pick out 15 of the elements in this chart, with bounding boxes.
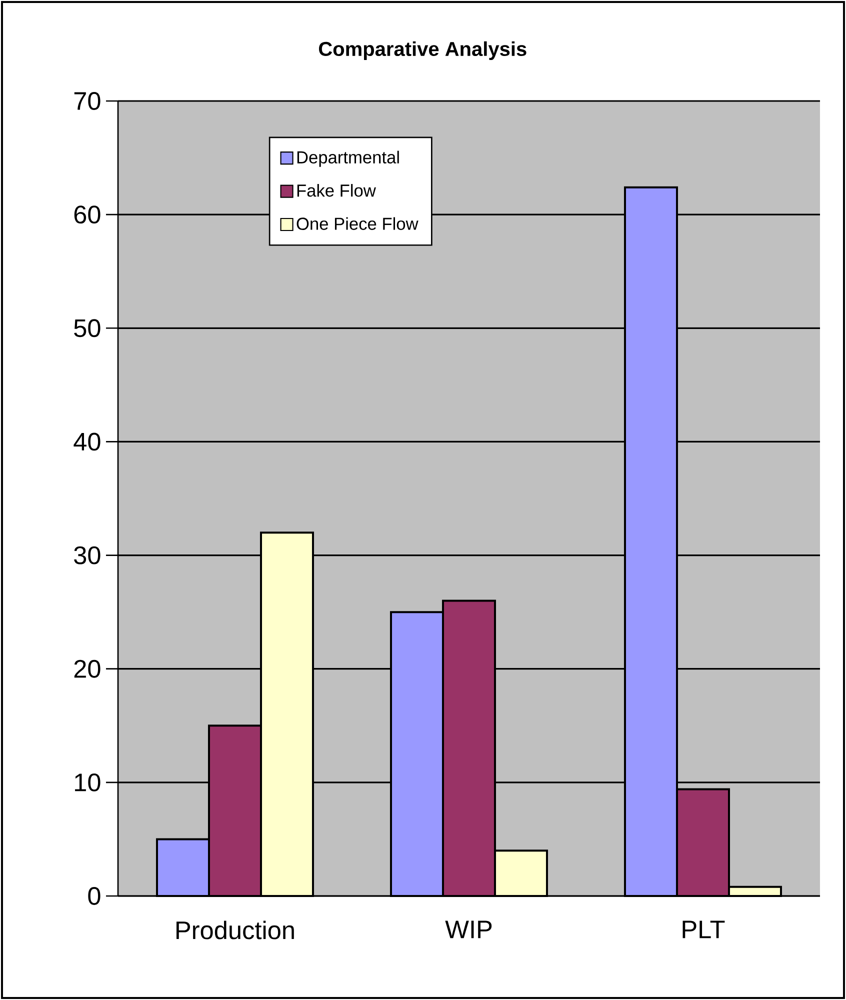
legend-label: Departmental <box>297 150 399 167</box>
y-tick-label: 0 <box>88 887 100 905</box>
y-tick-label: 70 <box>74 92 100 110</box>
y-tick-label: 20 <box>74 660 100 678</box>
y-tick-label: 50 <box>74 319 100 338</box>
y-tick-label: 60 <box>74 206 100 224</box>
y-tick-label: 30 <box>74 546 100 564</box>
chart-title: Comparative Analysis <box>318 41 526 60</box>
x-tick-label: Production <box>176 920 294 940</box>
legend-label: One Piece Flow <box>296 217 418 230</box>
y-tick-label: 40 <box>74 432 100 451</box>
legend-label: Fake Flow <box>297 184 376 197</box>
x-tick-label: WIP <box>445 920 492 938</box>
y-tick-label: 10 <box>75 773 100 792</box>
x-tick-label: PLT <box>682 920 725 938</box>
